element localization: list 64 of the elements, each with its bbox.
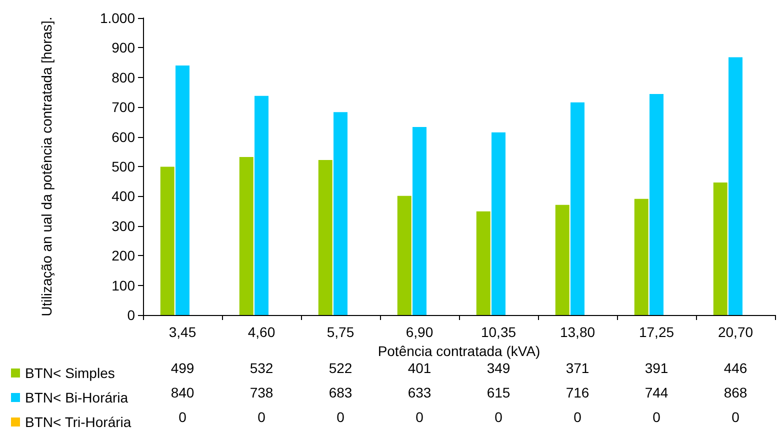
x-tick-label: 20,70: [718, 324, 754, 340]
data-label: 0: [574, 409, 582, 425]
legend-label: BTN< Tri-Horária: [25, 414, 132, 430]
data-label: 0: [652, 409, 661, 425]
data-label: 401: [408, 360, 432, 376]
data-label: 744: [644, 384, 668, 400]
x-axis-title: Potência contratada (kVA): [378, 342, 540, 359]
y-tick-label: 0: [127, 307, 136, 323]
bar: [334, 112, 348, 315]
bar: [397, 196, 412, 315]
bar: [555, 204, 570, 315]
x-tick-label: 5,75: [326, 324, 354, 340]
bar: [254, 96, 268, 315]
data-label: 0: [336, 409, 345, 425]
x-tick-label: 13,80: [560, 324, 596, 340]
bar: [492, 132, 506, 315]
y-tick-label: 700: [112, 99, 136, 116]
x-tick-label: 3,45: [168, 324, 196, 340]
bar: [728, 57, 742, 315]
bar: [318, 160, 332, 315]
y-tick-label: 200: [112, 248, 136, 264]
legend-label: BTN< Simples: [25, 365, 115, 381]
data-label: 0: [178, 409, 187, 425]
data-label: 532: [250, 360, 274, 376]
bar: [476, 211, 490, 315]
data-label: 0: [258, 409, 266, 425]
bar: [570, 102, 584, 315]
data-label: 349: [486, 360, 510, 376]
bar: [239, 156, 254, 315]
bar: [176, 66, 190, 315]
data-label: 716: [566, 384, 590, 400]
data-label: 633: [408, 384, 432, 400]
x-tick-label: 6,90: [406, 324, 434, 340]
data-label: 522: [328, 360, 352, 376]
y-tick-label: 800: [112, 69, 136, 86]
bar: [412, 127, 426, 315]
data-label: 0: [732, 409, 740, 425]
data-label: 683: [328, 384, 352, 400]
bar: [713, 182, 728, 315]
data-label: 371: [566, 360, 590, 376]
data-label: 738: [250, 384, 274, 400]
data-label: 868: [724, 384, 748, 400]
data-label: 391: [644, 360, 668, 376]
y-tick-label: 300: [112, 218, 136, 234]
y-tick-label: 100: [112, 277, 136, 294]
y-tick-label: 900: [112, 40, 136, 56]
data-label: 840: [170, 384, 194, 400]
data-label: 499: [170, 360, 194, 376]
x-tick-label: 4,60: [248, 324, 276, 340]
legend-label: BTN< Bi-Horária: [25, 390, 128, 406]
data-label: 0: [416, 409, 424, 425]
data-label: 615: [486, 384, 510, 400]
y-tick-label: 400: [112, 188, 136, 204]
x-tick-label: 10,35: [480, 324, 516, 340]
x-tick-label: 17,25: [638, 324, 674, 340]
y-tick-label: 1.000: [100, 10, 136, 26]
data-label: 0: [494, 409, 503, 425]
data-label: 446: [724, 360, 748, 376]
y-tick-label: 600: [112, 128, 136, 145]
bar: [634, 198, 648, 315]
y-tick-label: 500: [112, 158, 136, 174]
y-axis-title: Utilização an ual da potência contratada [horas].: [38, 16, 54, 316]
bar: [650, 94, 664, 315]
bar: [160, 166, 174, 315]
